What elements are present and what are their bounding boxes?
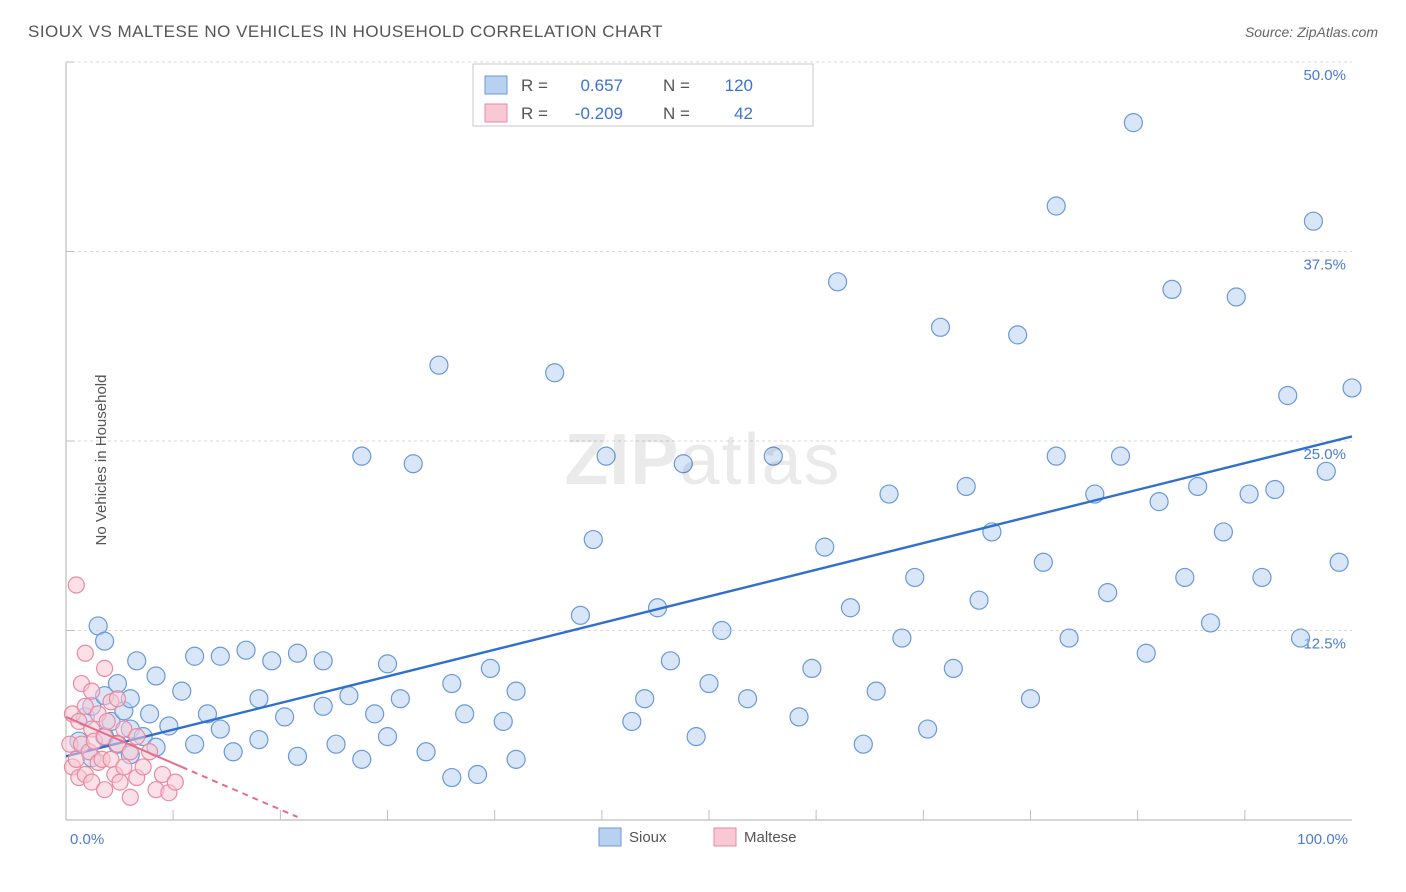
svg-text:N =: N = bbox=[663, 104, 690, 123]
chart-title: SIOUX VS MALTESE NO VEHICLES IN HOUSEHOL… bbox=[28, 22, 663, 42]
chart-container: No Vehicles in Household ZIPatlas 12.5%2… bbox=[28, 50, 1378, 870]
svg-text:Maltese: Maltese bbox=[744, 829, 797, 846]
scatter-chart: 12.5%25.0%37.5%50.0%0.0%100.0%R =0.657N … bbox=[28, 50, 1378, 870]
header: SIOUX VS MALTESE NO VEHICLES IN HOUSEHOL… bbox=[0, 0, 1406, 50]
y-axis-label: No Vehicles in Household bbox=[93, 375, 110, 546]
series-sioux bbox=[66, 114, 1361, 787]
svg-text:25.0%: 25.0% bbox=[1303, 446, 1346, 463]
svg-text:Sioux: Sioux bbox=[629, 829, 667, 846]
legend: Sioux Maltese bbox=[599, 828, 797, 846]
source-attribution: Source: ZipAtlas.com bbox=[1245, 24, 1378, 40]
svg-text:50.0%: 50.0% bbox=[1303, 67, 1346, 84]
svg-text:N =: N = bbox=[663, 76, 690, 95]
source-value: ZipAtlas.com bbox=[1297, 24, 1378, 40]
svg-text:0.0%: 0.0% bbox=[70, 831, 104, 848]
svg-text:R =: R = bbox=[521, 76, 548, 95]
svg-text:37.5%: 37.5% bbox=[1303, 257, 1346, 274]
svg-text:120: 120 bbox=[725, 76, 753, 95]
source-label: Source: bbox=[1245, 24, 1293, 40]
svg-text:100.0%: 100.0% bbox=[1297, 831, 1348, 848]
svg-text:R =: R = bbox=[521, 104, 548, 123]
svg-text:-0.209: -0.209 bbox=[575, 104, 623, 123]
svg-text:42: 42 bbox=[734, 104, 753, 123]
svg-text:0.657: 0.657 bbox=[580, 76, 623, 95]
